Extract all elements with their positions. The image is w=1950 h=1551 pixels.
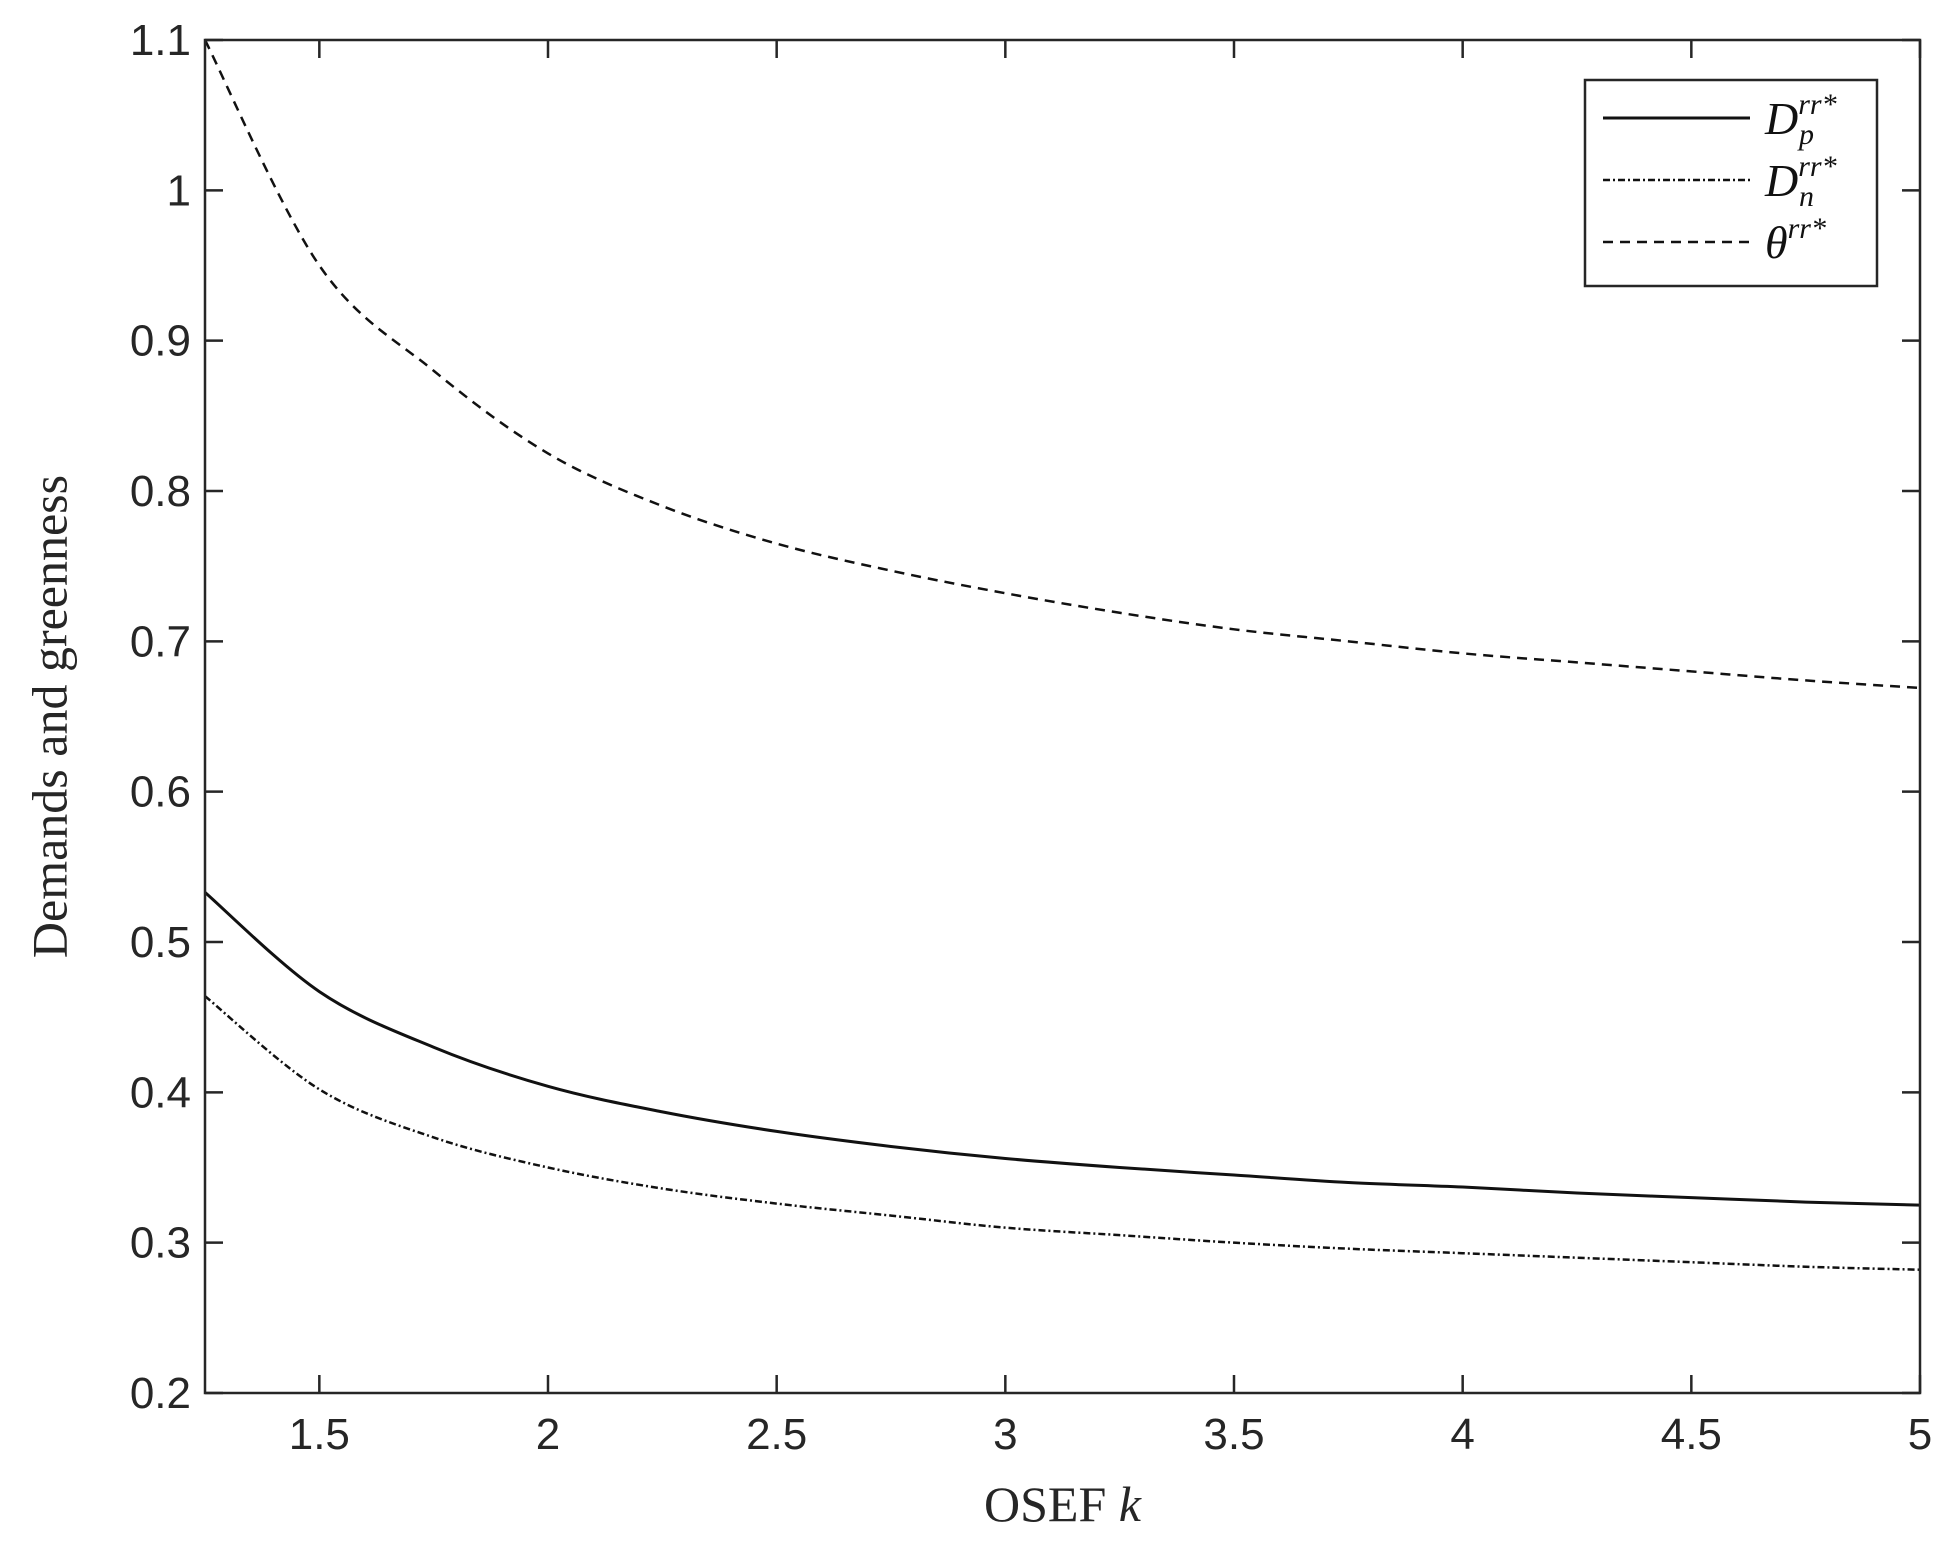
x-tick-label: 2.5 [746,1410,807,1459]
y-tick-label: 0.2 [130,1369,191,1418]
y-tick-label: 0.3 [130,1219,191,1268]
y-tick-label: 0.5 [130,918,191,967]
x-tick-label: 5 [1908,1410,1932,1459]
series-line-2 [204,995,1921,1271]
x-tick-label: 2 [536,1410,560,1459]
legend-label-3: θrr* [1765,212,1826,268]
x-axis-title: OSEF k [984,1476,1142,1532]
x-tick-label: 4.5 [1661,1410,1722,1459]
legend-label-1: Drr* p [1764,88,1837,151]
tick-layer: 1.5 2 2.5 3 3.5 4 4.5 5 0.2 0.3 0.4 0.5 0.6 0.7 0.8 0.9… [130,16,1932,1459]
y-tick-label: 0.8 [130,467,191,516]
x-tick-label: 1.5 [289,1410,350,1459]
y-tick-label: 0.6 [130,768,191,817]
plot-area-frame [203,38,1922,1395]
y-tick-label: 1 [167,166,191,215]
series-line-1 [204,891,1921,1207]
x-tick-label: 3 [993,1410,1017,1459]
x-tick-label: 4 [1450,1410,1474,1459]
y-tick-label: 0.4 [130,1068,191,1117]
series-line-3 [203,39,1921,690]
y-tick-label: 1.1 [130,16,191,65]
y-tick-label: 0.7 [130,617,191,666]
legend-label-2: Drr* n [1764,150,1837,213]
legend-box [1583,78,1879,288]
y-tick-label: 0.9 [130,317,191,366]
series-layer [203,39,1921,1271]
y-axis-title: Demands and greenness [21,475,77,958]
x-tick-label: 3.5 [1203,1410,1264,1459]
